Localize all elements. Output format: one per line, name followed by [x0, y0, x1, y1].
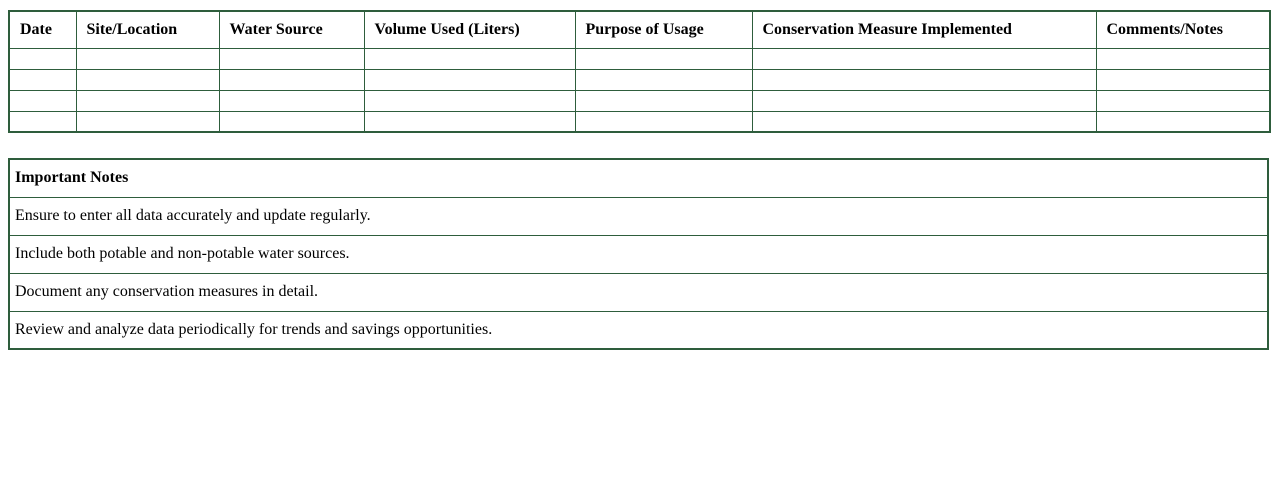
log-table-empty-cell [8, 47, 77, 70]
log-table-empty-cell [1095, 89, 1271, 112]
log-table-empty-cell [8, 89, 77, 112]
log-table-empty-row [8, 47, 1271, 70]
log-table-empty-row [8, 68, 1271, 91]
note-item: Include both potable and non-potable wat… [8, 234, 1269, 274]
header-date: Date [8, 10, 77, 49]
header-site-location: Site/Location [75, 10, 220, 49]
log-table-empty-row [8, 110, 1271, 133]
log-table-empty-cell [751, 47, 1097, 70]
water-usage-log-table: Date Site/Location Water Source Volume U… [8, 10, 1271, 133]
note-item: Document any conservation measures in de… [8, 272, 1269, 312]
note-row: Review and analyze data periodically for… [8, 310, 1269, 350]
log-table-empty-cell [363, 47, 576, 70]
log-table-body [8, 47, 1271, 133]
log-table-empty-cell [363, 110, 576, 133]
log-table-empty-cell [1095, 47, 1271, 70]
log-table-empty-cell [8, 110, 77, 133]
log-table-empty-cell [75, 110, 220, 133]
log-table-empty-cell [574, 47, 753, 70]
note-row: Ensure to enter all data accurately and … [8, 196, 1269, 236]
log-table-empty-cell [218, 110, 365, 133]
log-table-empty-row [8, 89, 1271, 112]
log-table-empty-cell [574, 68, 753, 91]
note-row: Include both potable and non-potable wat… [8, 234, 1269, 274]
log-table-empty-cell [218, 68, 365, 91]
note-row: Document any conservation measures in de… [8, 272, 1269, 312]
important-notes-table: Important Notes Ensure to enter all data… [8, 158, 1269, 350]
log-table-empty-cell [363, 68, 576, 91]
log-table-empty-cell [1095, 110, 1271, 133]
header-conservation-measure: Conservation Measure Implemented [751, 10, 1097, 49]
header-comments-notes: Comments/Notes [1095, 10, 1271, 49]
log-table-empty-cell [218, 89, 365, 112]
log-table-empty-cell [574, 89, 753, 112]
header-volume-used: Volume Used (Liters) [363, 10, 576, 49]
log-table-empty-cell [75, 68, 220, 91]
log-table-empty-cell [8, 68, 77, 91]
log-table-empty-cell [75, 47, 220, 70]
log-table-empty-cell [574, 110, 753, 133]
log-table-empty-cell [751, 89, 1097, 112]
log-table-empty-cell [75, 89, 220, 112]
header-water-source: Water Source [218, 10, 365, 49]
log-table-header-row: Date Site/Location Water Source Volume U… [8, 10, 1271, 49]
log-table-empty-cell [363, 89, 576, 112]
notes-title-row: Important Notes [8, 158, 1269, 198]
log-table-empty-cell [751, 110, 1097, 133]
log-table-empty-cell [1095, 68, 1271, 91]
log-table-empty-cell [218, 47, 365, 70]
note-item: Ensure to enter all data accurately and … [8, 196, 1269, 236]
note-item: Review and analyze data periodically for… [8, 310, 1269, 350]
header-purpose-of-usage: Purpose of Usage [574, 10, 753, 49]
notes-title: Important Notes [8, 158, 1269, 198]
log-table-empty-cell [751, 68, 1097, 91]
